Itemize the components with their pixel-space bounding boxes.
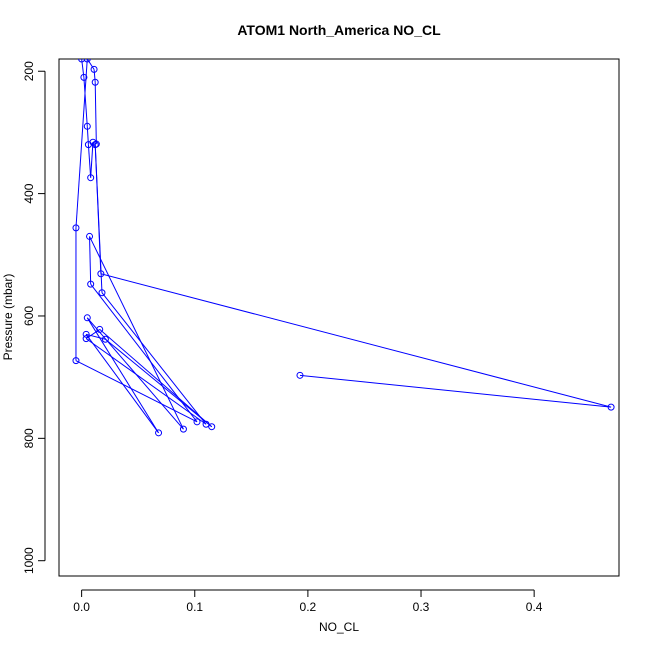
y-axis-label: Pressure (mbar) — [1, 274, 15, 361]
series-segment — [299, 374, 612, 408]
series-segment — [89, 236, 92, 285]
y-tick-label: 1000 — [22, 547, 36, 574]
data-point — [87, 280, 95, 288]
series-segment — [83, 77, 88, 127]
series-segment — [94, 144, 102, 274]
series-segment — [87, 144, 92, 178]
x-axis: 0.0 0.1 0.2 0.3 0.4 — [73, 589, 543, 614]
series-segment — [85, 338, 207, 425]
data-point — [78, 59, 86, 63]
data-point — [98, 289, 106, 297]
y-tick-label: 800 — [22, 428, 36, 448]
data-point — [208, 423, 216, 431]
data-point — [607, 403, 615, 411]
data-point — [155, 429, 163, 437]
x-tick-label: 0.4 — [526, 600, 543, 614]
data-point — [97, 270, 105, 278]
series-segment — [100, 273, 612, 408]
chart-title: ATOM1 North_America NO_CL — [237, 22, 441, 38]
plot-frame — [58, 58, 620, 577]
data-point — [202, 420, 210, 428]
data-point — [90, 65, 98, 73]
data-point — [296, 371, 304, 379]
series-segment — [75, 59, 88, 228]
series-segment — [93, 69, 96, 83]
data-point — [82, 335, 90, 343]
y-tick-label: 400 — [22, 183, 36, 203]
data-point — [86, 232, 94, 240]
x-tick-label: 0.1 — [186, 600, 203, 614]
data-point — [82, 330, 90, 338]
data-point — [101, 335, 109, 343]
data-point — [83, 122, 91, 130]
series-segment — [75, 360, 198, 423]
data-point — [72, 224, 80, 232]
x-axis-label: NO_CL — [319, 620, 359, 634]
data-point — [91, 78, 99, 86]
data-point — [72, 357, 80, 365]
data-point — [83, 59, 91, 63]
series-segment — [105, 338, 213, 428]
series-segment — [94, 82, 97, 145]
data-point — [96, 325, 104, 333]
series-segment — [86, 59, 95, 70]
y-tick-label: 200 — [22, 61, 36, 81]
data-point — [87, 174, 95, 182]
y-axis: 200 400 600 800 1000 — [22, 61, 46, 574]
data-point — [83, 314, 91, 322]
series-segment — [85, 334, 159, 434]
data-point — [193, 418, 201, 426]
series-segment — [86, 317, 159, 434]
data-point — [80, 73, 88, 81]
x-tick-label: 0.3 — [413, 600, 430, 614]
series-group — [72, 59, 615, 437]
x-tick-label: 0.2 — [300, 600, 317, 614]
series-segment — [101, 292, 207, 425]
data-point — [179, 425, 187, 433]
series-layer — [72, 59, 615, 437]
y-tick-label: 600 — [22, 306, 36, 326]
series-segment — [90, 142, 94, 178]
data-point — [91, 141, 99, 149]
x-tick-label: 0.0 — [73, 600, 90, 614]
series-segment — [99, 329, 213, 428]
